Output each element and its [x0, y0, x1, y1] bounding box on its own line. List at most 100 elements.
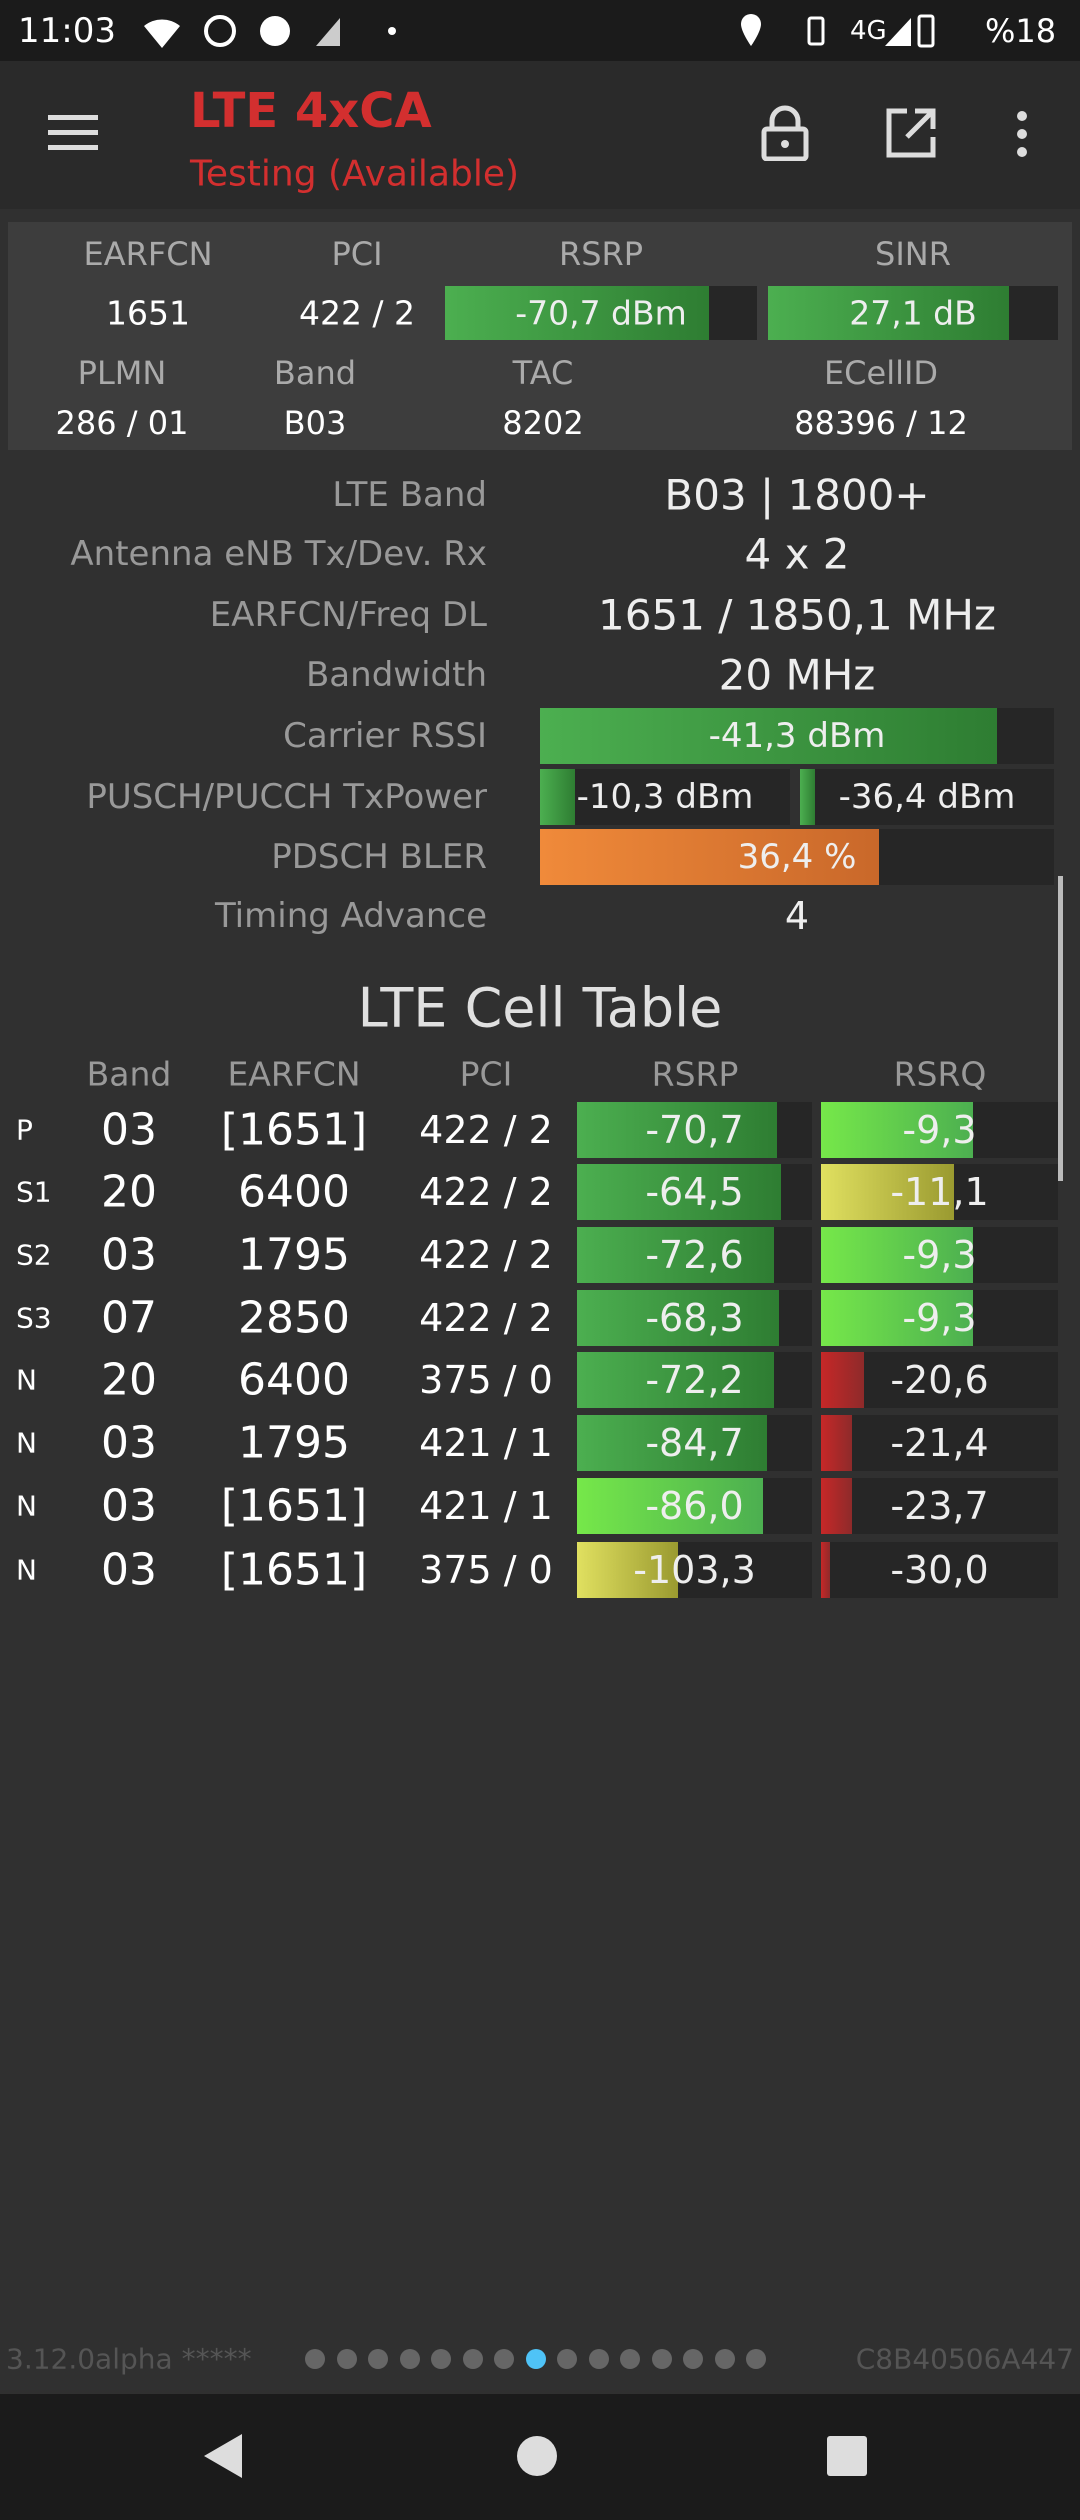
detail-value: 4	[784, 894, 810, 938]
cell-rsrp-bar-fill	[577, 1227, 775, 1283]
summary-header: Band	[273, 354, 357, 392]
summary-value: B03	[283, 404, 347, 442]
page-dot	[336, 2349, 357, 2369]
overflow-menu[interactable]	[1012, 109, 1032, 161]
cell-pci: 422 / 2	[419, 1108, 553, 1152]
cell-earfcn: [1651]	[220, 1544, 368, 1596]
cell-pci: 422 / 2	[419, 1233, 553, 1277]
sinr-bar-fill	[768, 286, 1009, 340]
status-icons-right	[741, 14, 935, 48]
battery: %18	[985, 12, 1057, 50]
cell-rsrp-bar: -64,5	[577, 1164, 812, 1220]
cell-type: N	[16, 1426, 37, 1460]
back-button[interactable]	[204, 2434, 242, 2478]
pucch-bar-label: -36,4 dBm	[838, 777, 1016, 817]
cell-rsrq-bar: -9,3	[821, 1102, 1058, 1158]
cell-pci: 422 / 2	[419, 1296, 553, 1340]
cell-earfcn: 6400	[238, 1166, 350, 1218]
cell-rsrp-bar-fill	[577, 1478, 763, 1534]
cell-rsrp-bar: -72,6	[577, 1227, 812, 1283]
cell-band: 03	[101, 1229, 157, 1281]
cell-type: N	[16, 1489, 37, 1523]
cell-type: S2	[16, 1238, 52, 1272]
summary-value: 88396 / 12	[794, 404, 968, 442]
cell-rsrp-bar-fill	[577, 1164, 782, 1220]
cell-pci: 421 / 1	[419, 1421, 553, 1465]
pusch-bar: -10,3 dBm	[540, 769, 790, 825]
cell-earfcn: 1795	[238, 1417, 350, 1469]
pucch-bar: -36,4 dBm	[800, 769, 1054, 825]
cell-type: S1	[16, 1175, 52, 1209]
sinr-bar: 27,1 dB	[768, 286, 1058, 340]
cell-rsrp-bar: -72,2	[577, 1352, 812, 1408]
cell-type: S3	[16, 1301, 52, 1335]
home-button[interactable]	[517, 2436, 557, 2476]
cell-rsrp-bar: -70,7	[577, 1102, 812, 1158]
cell-rsrq-bar-label: -30,0	[890, 1548, 989, 1592]
summary-header: SINR	[875, 235, 951, 273]
detail-value: 1651 / 1850,1 MHz	[598, 590, 996, 640]
cell-rsrq-bar: -9,3	[821, 1290, 1058, 1346]
network-type: 4G	[850, 16, 887, 46]
rsrp-bar-fill	[445, 286, 709, 340]
cell-rsrp-bar: -84,7	[577, 1415, 812, 1471]
detail-label: PDSCH BLER	[271, 837, 487, 877]
page-dot	[525, 2349, 546, 2369]
cell-band: 20	[101, 1166, 157, 1218]
page-dot	[714, 2349, 735, 2369]
cell-rsrp-bar-label: -64,5	[645, 1170, 744, 1214]
bler-bar-fill	[540, 829, 880, 885]
lock-button[interactable]	[760, 105, 810, 161]
cell-rsrp-bar-label: -103,3	[633, 1548, 756, 1592]
cell-rsrq-bar-fill	[821, 1352, 864, 1408]
bler-bar-label: 36,4 %	[737, 837, 857, 877]
summary-header: ECellID	[823, 354, 939, 392]
sinr-bar-label: 27,1 dB	[849, 293, 977, 333]
cell-rsrp-bar-label: -72,6	[645, 1233, 744, 1277]
cell-rsrp-bar-fill	[577, 1102, 777, 1158]
cell-earfcn: [1651]	[220, 1480, 368, 1532]
open-button[interactable]	[885, 107, 937, 159]
cell-rsrq-bar: -23,7	[821, 1478, 1058, 1534]
rssi-bar-label: -41,3 dBm	[708, 716, 886, 756]
page-dot	[683, 2349, 703, 2369]
cell-rsrp-bar-fill	[577, 1415, 768, 1471]
pusch-bar-label: -10,3 dBm	[576, 777, 754, 817]
cell-earfcn: [1651]	[220, 1104, 368, 1156]
cell-band: 07	[101, 1292, 157, 1344]
cell-rsrp-bar-label: -68,3	[645, 1296, 744, 1340]
cell-rsrq-bar-label: -11,1	[890, 1170, 989, 1214]
detail-label: EARFCN/Freq DL	[209, 595, 487, 635]
cell-earfcn: 1795	[238, 1229, 350, 1281]
cell-rsrq-bar-fill	[821, 1478, 852, 1534]
menu-button[interactable]	[48, 113, 98, 153]
nav-bar	[0, 2394, 1080, 2520]
page-dot	[305, 2349, 325, 2369]
cell-rsrp-bar: -86,0	[577, 1478, 812, 1534]
status-icons	[144, 15, 396, 48]
recents-button[interactable]	[827, 2436, 867, 2476]
pucch-bar-fill	[800, 769, 816, 825]
summary-header: PLMN	[77, 354, 167, 392]
summary-value: 1651	[106, 293, 190, 333]
summary-value: 422 / 2	[298, 293, 416, 333]
detail-value: B03 | 1800+	[664, 470, 930, 520]
pusch-bar-fill	[540, 769, 575, 825]
cell-rsrq-bar: -9,3	[821, 1227, 1058, 1283]
device-id: C8B40506A447	[855, 2342, 1074, 2376]
version: 3.12.0alpha *****	[6, 2342, 252, 2376]
detail-label: Antenna eNB Tx/Dev. Rx	[70, 534, 487, 574]
detail-label: Timing Advance	[214, 896, 487, 936]
summary-header: EARFCN	[83, 235, 213, 273]
cell-rsrq-bar-fill	[821, 1164, 954, 1220]
page-dot	[746, 2349, 766, 2369]
bler-bar: 36,4 %	[540, 829, 1054, 885]
summary-value: 286 / 01	[55, 404, 189, 442]
detail-value: 20 MHz	[718, 650, 876, 700]
cell-rsrq-bar-fill	[821, 1227, 973, 1283]
table-header: RSRQ	[893, 1054, 987, 1094]
cell-rsrp-bar-label: -84,7	[645, 1421, 744, 1465]
cell-pci: 375 / 0	[419, 1358, 553, 1402]
cell-earfcn: 6400	[238, 1354, 350, 1406]
cell-pci: 421 / 1	[419, 1484, 553, 1528]
